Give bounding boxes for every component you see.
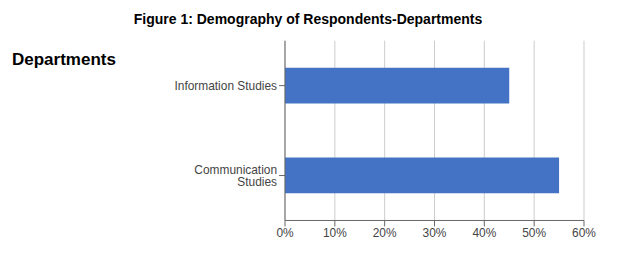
svg-text:Information Studies: Information Studies	[175, 79, 278, 93]
html-text:Departments: Departments	[12, 50, 116, 69]
svg-text:50%: 50%	[522, 226, 546, 240]
svg-text:60%: 60%	[572, 226, 596, 240]
svg-text:30%: 30%	[423, 226, 447, 240]
svg-text:20%: 20%	[373, 226, 397, 240]
svg-text:CommunicationStudies: CommunicationStudies	[195, 163, 278, 189]
html-text:Figure 1: Demography of Respon: Figure 1: Demography of Respondents-Depa…	[133, 11, 483, 27]
svg-text:0%: 0%	[277, 226, 295, 240]
svg-text:40%: 40%	[473, 226, 497, 240]
svg-text:10%: 10%	[323, 226, 347, 240]
